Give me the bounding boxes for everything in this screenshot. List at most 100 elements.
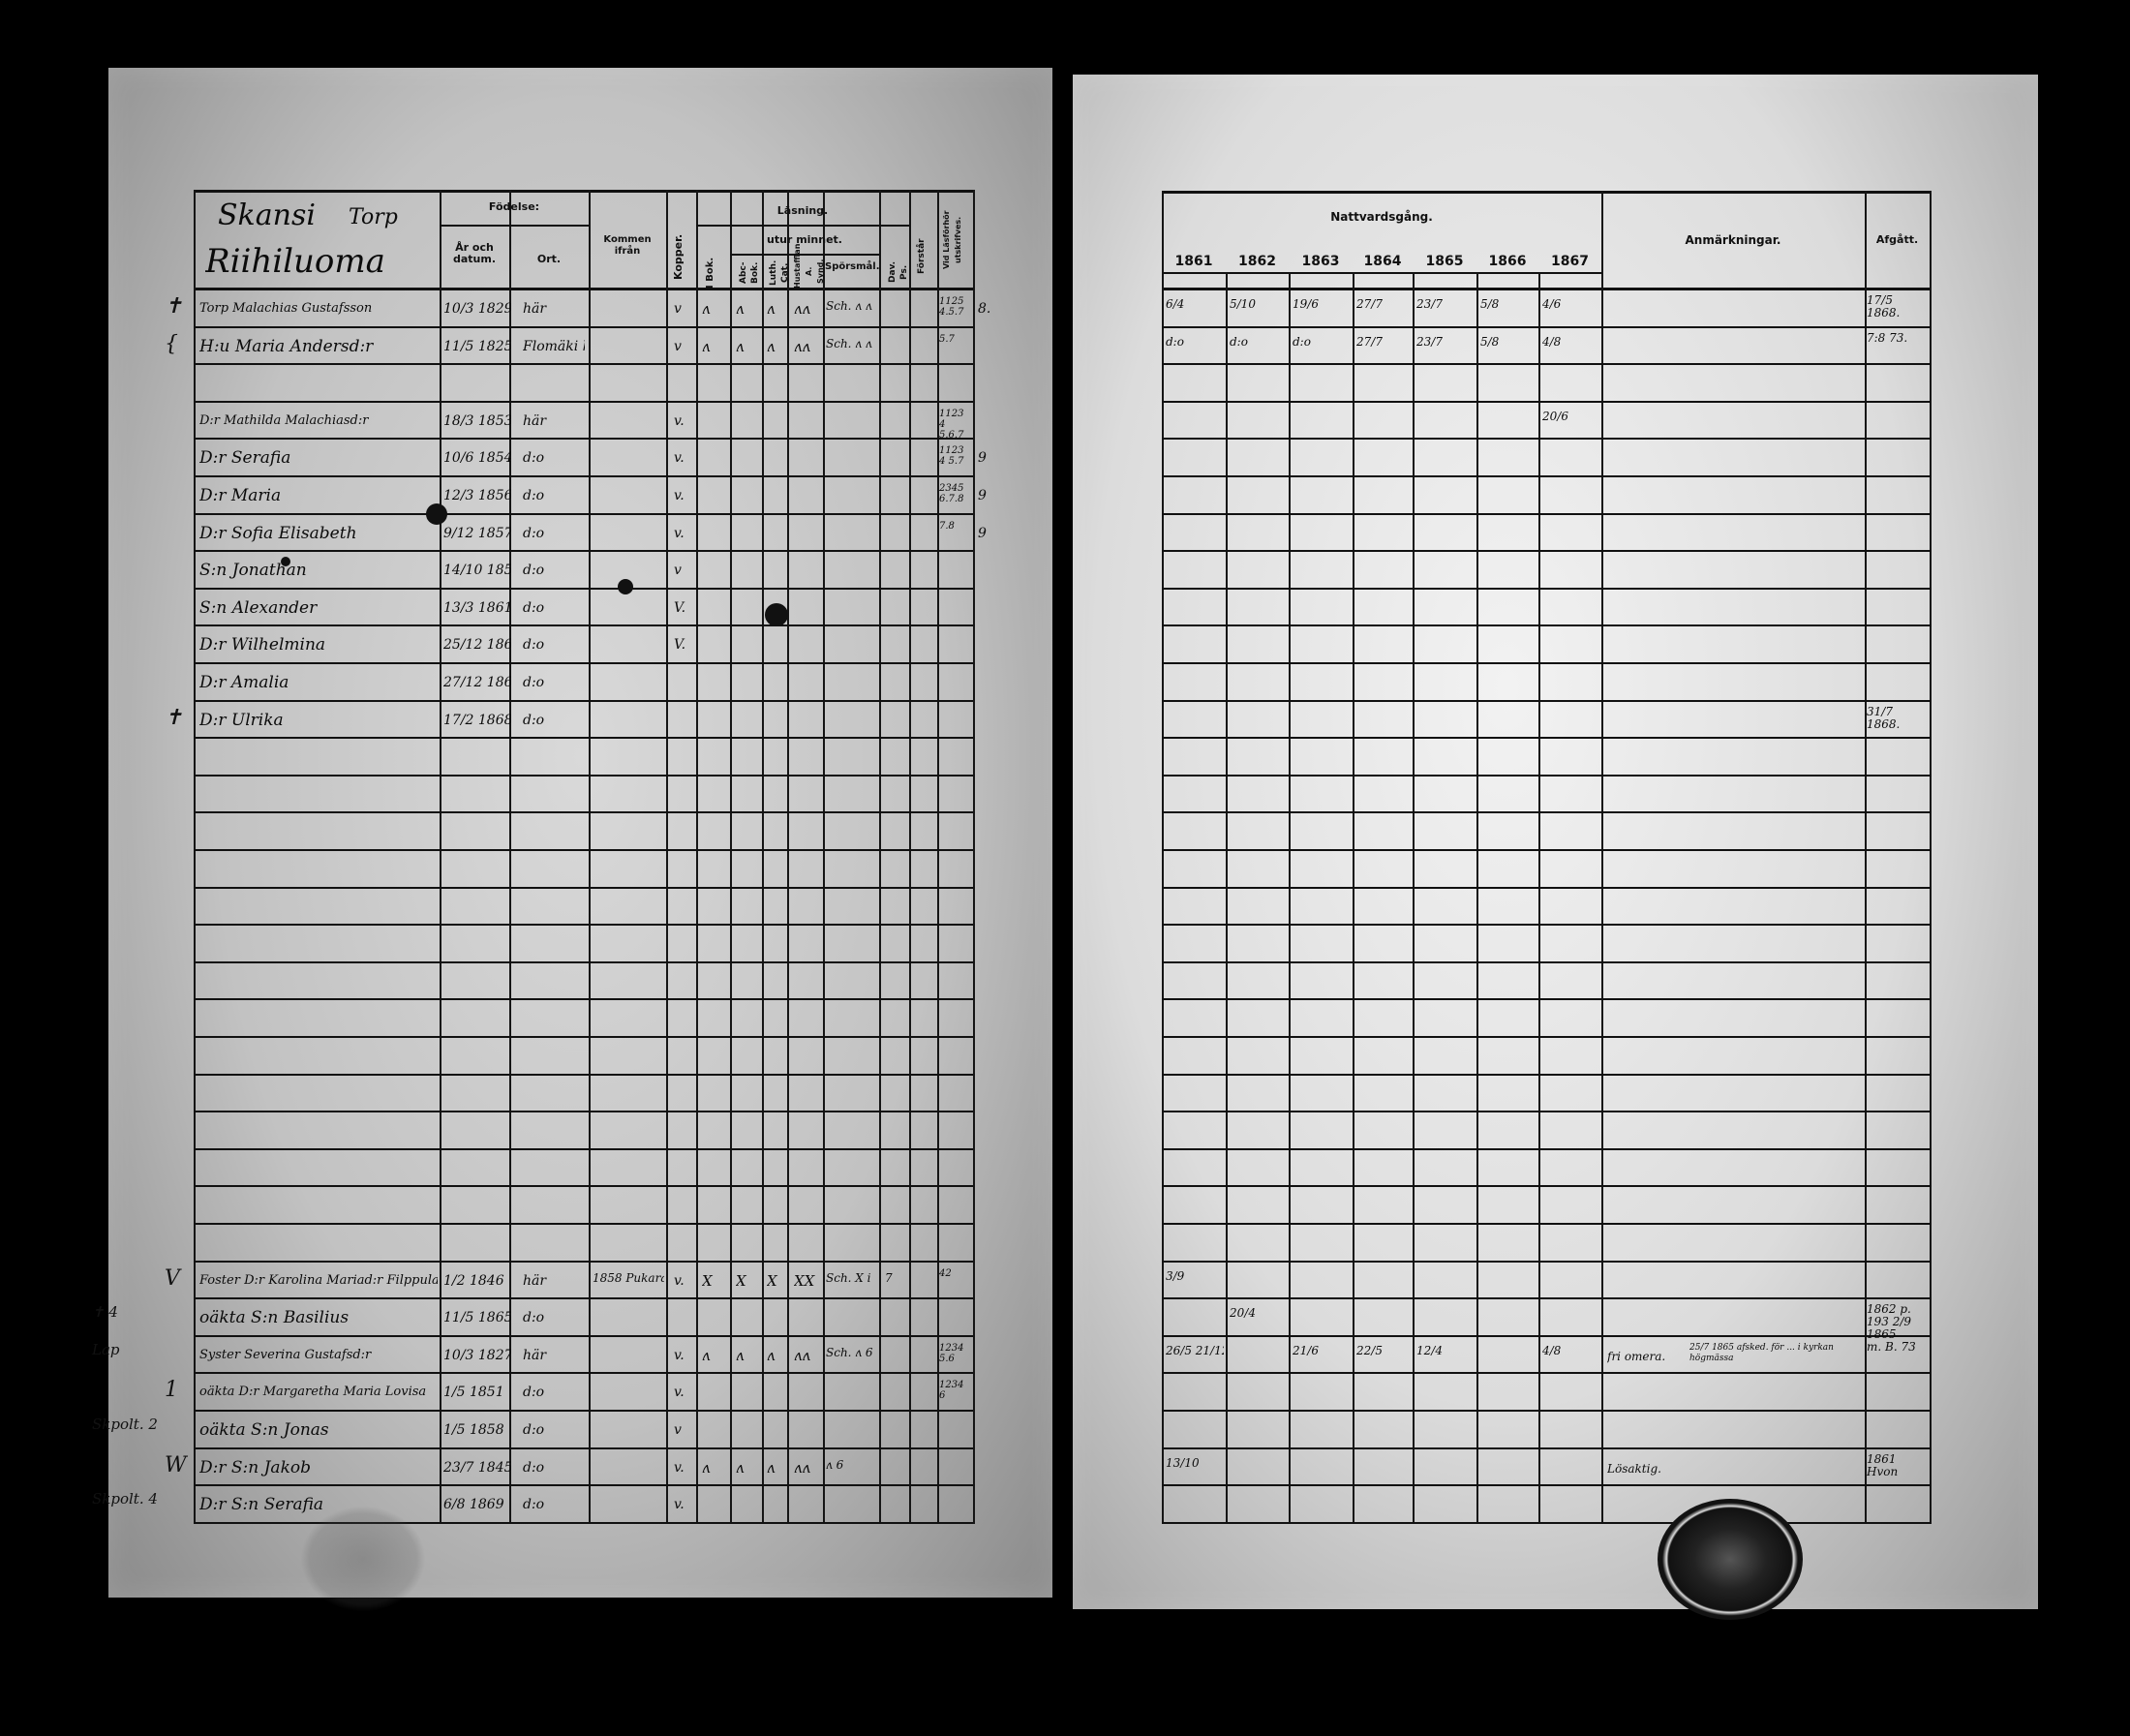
row-rule <box>194 1521 973 1524</box>
row-rule <box>194 849 973 851</box>
birth-date: 9/12 1857 <box>443 525 511 541</box>
communion-date: 26/5 21/12 <box>1166 1344 1224 1357</box>
margin-mark: W <box>165 1452 187 1477</box>
communion-date: 23/7 <box>1416 298 1443 311</box>
row-rule <box>1162 438 1932 441</box>
dav-mark: 7 <box>885 1271 893 1285</box>
row-rule <box>1162 1372 1932 1375</box>
remark: Lösaktig. <box>1607 1462 1661 1476</box>
examination-note: 1234 6 <box>939 1380 964 1402</box>
communion-date: 20/4 <box>1230 1307 1256 1321</box>
communion-date: 3/9 <box>1166 1269 1185 1283</box>
row-rule <box>1162 512 1932 515</box>
birth-date: 6/8 1869 <box>443 1497 504 1513</box>
column-rule <box>1289 272 1291 1524</box>
column-rule <box>823 190 825 1524</box>
header-nattvardsgang: Nattvardsgång. <box>1330 210 1433 224</box>
sporsmal-mark: Sch. ʌ ʌ <box>826 337 872 350</box>
header-bottom-rule <box>194 288 973 290</box>
smallpox-mark: v <box>674 301 682 317</box>
birth-date: 11/5 1865 <box>443 1310 511 1326</box>
header-anmarkningar: Anmärkningar. <box>1685 233 1781 247</box>
row-rule <box>194 550 973 553</box>
row-rule <box>1162 811 1932 814</box>
birth-place: d:o <box>523 637 545 654</box>
smallpox-mark: v <box>674 338 682 354</box>
column-rule <box>1226 272 1228 1524</box>
column-rule <box>589 190 591 1524</box>
birth-date: 1/5 1858 <box>443 1422 504 1438</box>
row-rule <box>194 1297 973 1300</box>
row-rule <box>1162 475 1932 477</box>
header-year: 1867 <box>1551 254 1589 269</box>
margin-mark: Skpolt. 4 <box>92 1490 158 1508</box>
header-year: 1861 <box>1174 254 1213 269</box>
sporsmal-mark: ʌ 6 <box>826 1458 844 1472</box>
column-rule <box>696 190 698 1524</box>
communion-date: 5/10 <box>1230 298 1256 311</box>
reading-mark: ʌ <box>736 1346 745 1364</box>
header-lasning: Läsning. <box>776 204 829 217</box>
row-rule <box>194 1334 973 1337</box>
row-rule <box>1162 1410 1932 1412</box>
margin-note: 9 <box>978 450 987 467</box>
examination-note: 5.7 <box>939 333 955 345</box>
row-rule <box>1162 1447 1932 1449</box>
smallpox-mark: v. <box>674 1272 685 1289</box>
farm-name: Riihiluoma <box>205 242 385 281</box>
birth-place: här <box>523 412 547 429</box>
communion-date: 5/8 <box>1480 335 1500 349</box>
row-rule <box>194 475 973 477</box>
header-hust: Hustafflan A. Synd. <box>793 243 825 289</box>
person-name: D:r Amalia <box>199 674 289 691</box>
header-year: 1866 <box>1488 254 1527 269</box>
reading-mark: ʌʌ <box>794 1346 810 1364</box>
smallpox-mark: V. <box>674 599 686 616</box>
birth-place: här <box>523 1347 547 1363</box>
person-name: S:n Alexander <box>199 598 318 617</box>
remark: 25/7 1865 afsked. för ... i kyrkan högmä… <box>1689 1342 1834 1363</box>
margin-mark: Skpolt. 2 <box>92 1416 158 1433</box>
smallpox-mark: v <box>674 1422 682 1438</box>
reading-mark: ʌ <box>767 337 776 355</box>
communion-date: 19/6 <box>1293 298 1319 311</box>
birth-place: d:o <box>523 1497 545 1513</box>
birth-date: 11/5 1825 <box>443 338 511 354</box>
column-rule <box>1601 191 1603 1524</box>
communion-date: 20/6 <box>1542 410 1568 423</box>
communion-date: d:o <box>1293 335 1311 349</box>
communion-date: 22/5 <box>1356 1344 1383 1357</box>
table-top-rule <box>1162 191 1932 194</box>
person-name: oäkta S:n Basilius <box>199 1309 350 1327</box>
birth-date: 17/2 1868 <box>443 712 511 728</box>
row-rule <box>194 886 973 889</box>
row-rule <box>194 1111 973 1113</box>
reading-mark: X <box>767 1271 777 1290</box>
header-sporsmal: Spörsmål. <box>825 261 880 272</box>
margin-mark: Lap <box>92 1340 120 1358</box>
row-rule <box>194 325 973 328</box>
communion-date: 12/4 <box>1416 1344 1443 1357</box>
departure-note: 31/7 1868. <box>1867 705 1901 731</box>
ink-blot <box>426 503 447 525</box>
birth-place: d:o <box>523 1422 545 1438</box>
left-page <box>108 68 1052 1598</box>
examination-note: 1123 4 5.7 <box>939 445 964 468</box>
row-rule <box>1162 1111 1932 1113</box>
reading-mark: ʌ <box>702 1458 711 1477</box>
subheader-rule <box>696 225 909 227</box>
year-rule <box>1162 272 1601 274</box>
ink-blot <box>281 557 290 566</box>
smallpox-mark: v. <box>674 1385 685 1401</box>
row-rule <box>194 1372 973 1375</box>
reading-mark: X <box>736 1271 746 1290</box>
column-rule <box>730 190 732 1524</box>
row-rule <box>1162 1334 1932 1337</box>
departure-note: m. B. 73 <box>1867 1340 1916 1354</box>
row-rule <box>194 1223 973 1225</box>
reading-mark: ʌ <box>767 1346 776 1364</box>
birth-place: här <box>523 1272 547 1289</box>
sporsmal-mark: Sch. ʌ ʌ <box>826 300 872 313</box>
birth-place: d:o <box>523 599 545 616</box>
reading-mark: XX <box>794 1271 815 1290</box>
